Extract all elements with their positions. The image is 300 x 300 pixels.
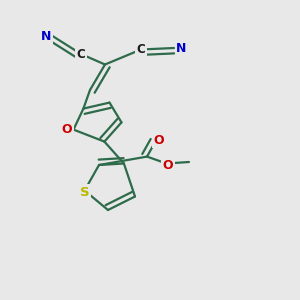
Text: N: N (41, 29, 52, 43)
Text: O: O (154, 134, 164, 147)
Text: O: O (61, 123, 72, 136)
Text: C: C (76, 47, 85, 61)
Text: O: O (163, 159, 173, 172)
Text: C: C (136, 43, 146, 56)
Text: S: S (80, 185, 89, 199)
Text: N: N (176, 41, 187, 55)
